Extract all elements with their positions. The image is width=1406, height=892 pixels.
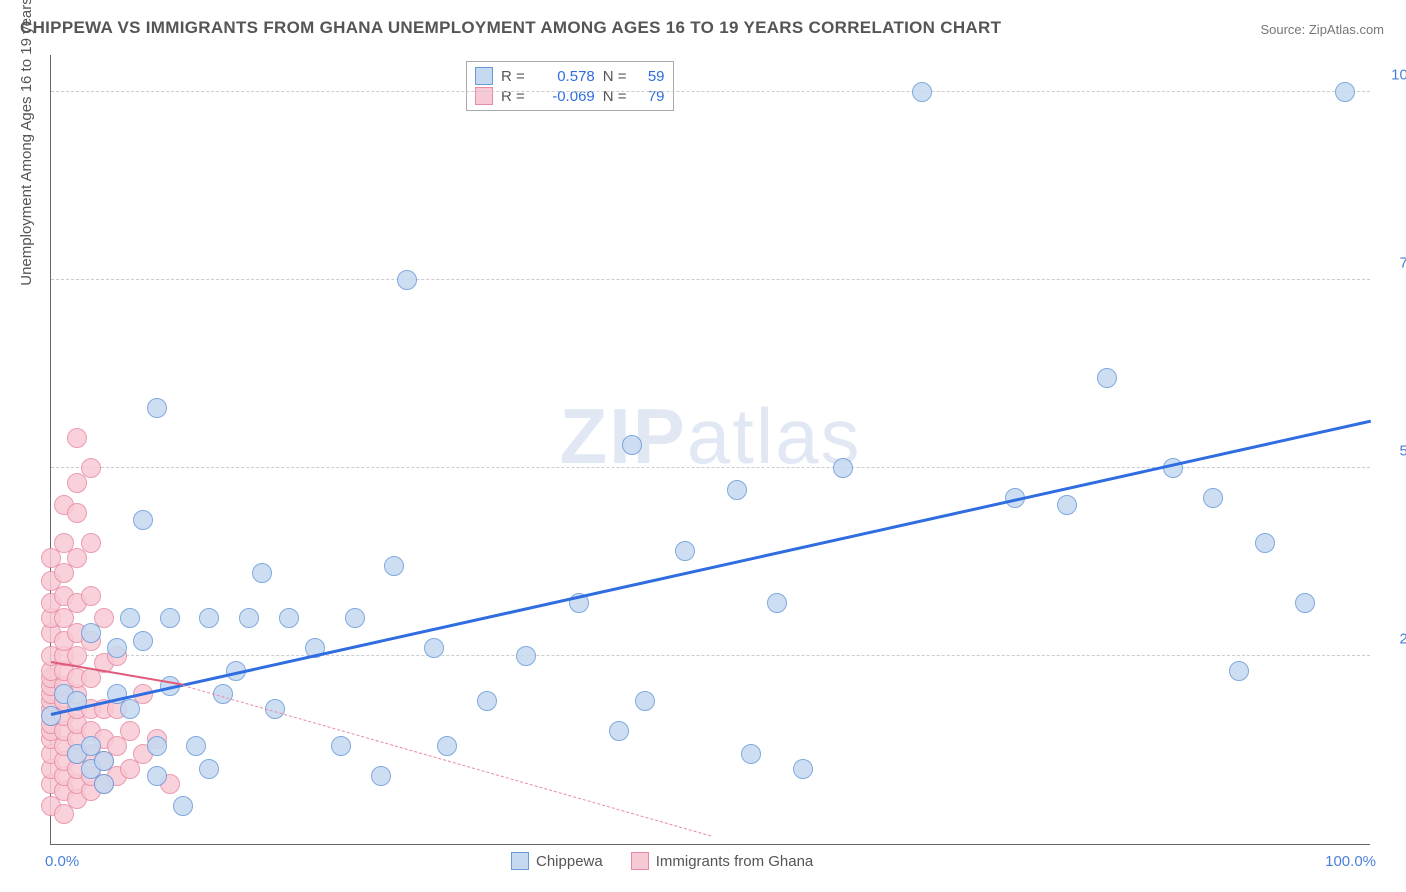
- data-point: [912, 82, 932, 102]
- data-point: [160, 608, 180, 628]
- data-point: [41, 706, 61, 726]
- data-point: [622, 435, 642, 455]
- data-point: [133, 631, 153, 651]
- data-point: [133, 510, 153, 530]
- swatch-ghana: [631, 852, 649, 870]
- trend-line-chippewa: [51, 420, 1372, 716]
- data-point: [147, 398, 167, 418]
- data-point: [67, 428, 87, 448]
- data-point: [120, 721, 140, 741]
- stats-legend: R = 0.578 N = 59 R = -0.069 N = 79: [466, 61, 674, 111]
- data-point: [199, 608, 219, 628]
- legend-label-ghana: Immigrants from Ghana: [656, 853, 814, 870]
- data-point: [767, 593, 787, 613]
- r-label: R =: [501, 68, 525, 85]
- data-point: [120, 699, 140, 719]
- r-value-chippewa: 0.578: [533, 68, 595, 85]
- data-point: [833, 458, 853, 478]
- data-point: [173, 796, 193, 816]
- data-point: [81, 586, 101, 606]
- n-label: N =: [603, 68, 627, 85]
- data-point: [147, 766, 167, 786]
- data-point: [94, 751, 114, 771]
- swatch-chippewa: [511, 852, 529, 870]
- legend-item-ghana: Immigrants from Ghana: [631, 852, 814, 870]
- data-point: [1203, 488, 1223, 508]
- legend-item-chippewa: Chippewa: [511, 852, 603, 870]
- data-point: [239, 608, 259, 628]
- chart-title: CHIPPEWA VS IMMIGRANTS FROM GHANA UNEMPL…: [20, 18, 1001, 38]
- trend-line-immigrants-from-ghana-ext: [183, 685, 711, 836]
- y-axis-label: Unemployment Among Ages 16 to 19 years: [18, 0, 35, 286]
- data-point: [424, 638, 444, 658]
- data-point: [331, 736, 351, 756]
- source-attribution: Source: ZipAtlas.com: [1260, 22, 1384, 37]
- data-point: [252, 563, 272, 583]
- data-point: [1229, 661, 1249, 681]
- swatch-chippewa: [475, 67, 493, 85]
- n-value-chippewa: 59: [635, 68, 665, 85]
- data-point: [1335, 82, 1355, 102]
- gridline: [51, 279, 1370, 280]
- data-point: [793, 759, 813, 779]
- data-point: [727, 480, 747, 500]
- data-point: [81, 533, 101, 553]
- data-point: [94, 774, 114, 794]
- data-point: [1295, 593, 1315, 613]
- data-point: [67, 503, 87, 523]
- bottom-legend: Chippewa Immigrants from Ghana: [511, 852, 813, 870]
- data-point: [1097, 368, 1117, 388]
- data-point: [120, 608, 140, 628]
- data-point: [635, 691, 655, 711]
- data-point: [477, 691, 497, 711]
- data-point: [107, 638, 127, 658]
- data-point: [384, 556, 404, 576]
- stats-row-chippewa: R = 0.578 N = 59: [475, 66, 665, 86]
- data-point: [147, 736, 167, 756]
- ytick-label: 100.0%: [1391, 66, 1406, 83]
- data-point: [1057, 495, 1077, 515]
- data-point: [81, 458, 101, 478]
- legend-label-chippewa: Chippewa: [536, 853, 603, 870]
- ytick-label: 75.0%: [1399, 254, 1406, 271]
- ytick-label: 50.0%: [1399, 442, 1406, 459]
- data-point: [741, 744, 761, 764]
- data-point: [397, 270, 417, 290]
- xtick-left: 0.0%: [45, 853, 79, 870]
- ytick-label: 25.0%: [1399, 630, 1406, 647]
- data-point: [371, 766, 391, 786]
- data-point: [609, 721, 629, 741]
- scatter-chart: ZIPatlas R = 0.578 N = 59 R = -0.069 N =…: [50, 55, 1370, 845]
- data-point: [1255, 533, 1275, 553]
- data-point: [81, 623, 101, 643]
- stats-row-ghana: R = -0.069 N = 79: [475, 86, 665, 106]
- data-point: [437, 736, 457, 756]
- data-point: [279, 608, 299, 628]
- gridline: [51, 91, 1370, 92]
- data-point: [186, 736, 206, 756]
- data-point: [199, 759, 219, 779]
- gridline: [51, 655, 1370, 656]
- data-point: [516, 646, 536, 666]
- xtick-right: 100.0%: [1325, 853, 1376, 870]
- data-point: [345, 608, 365, 628]
- data-point: [675, 541, 695, 561]
